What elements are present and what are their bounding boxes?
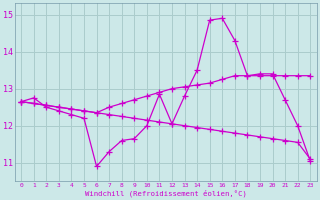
X-axis label: Windchill (Refroidissement éolien,°C): Windchill (Refroidissement éolien,°C) [85,189,247,197]
